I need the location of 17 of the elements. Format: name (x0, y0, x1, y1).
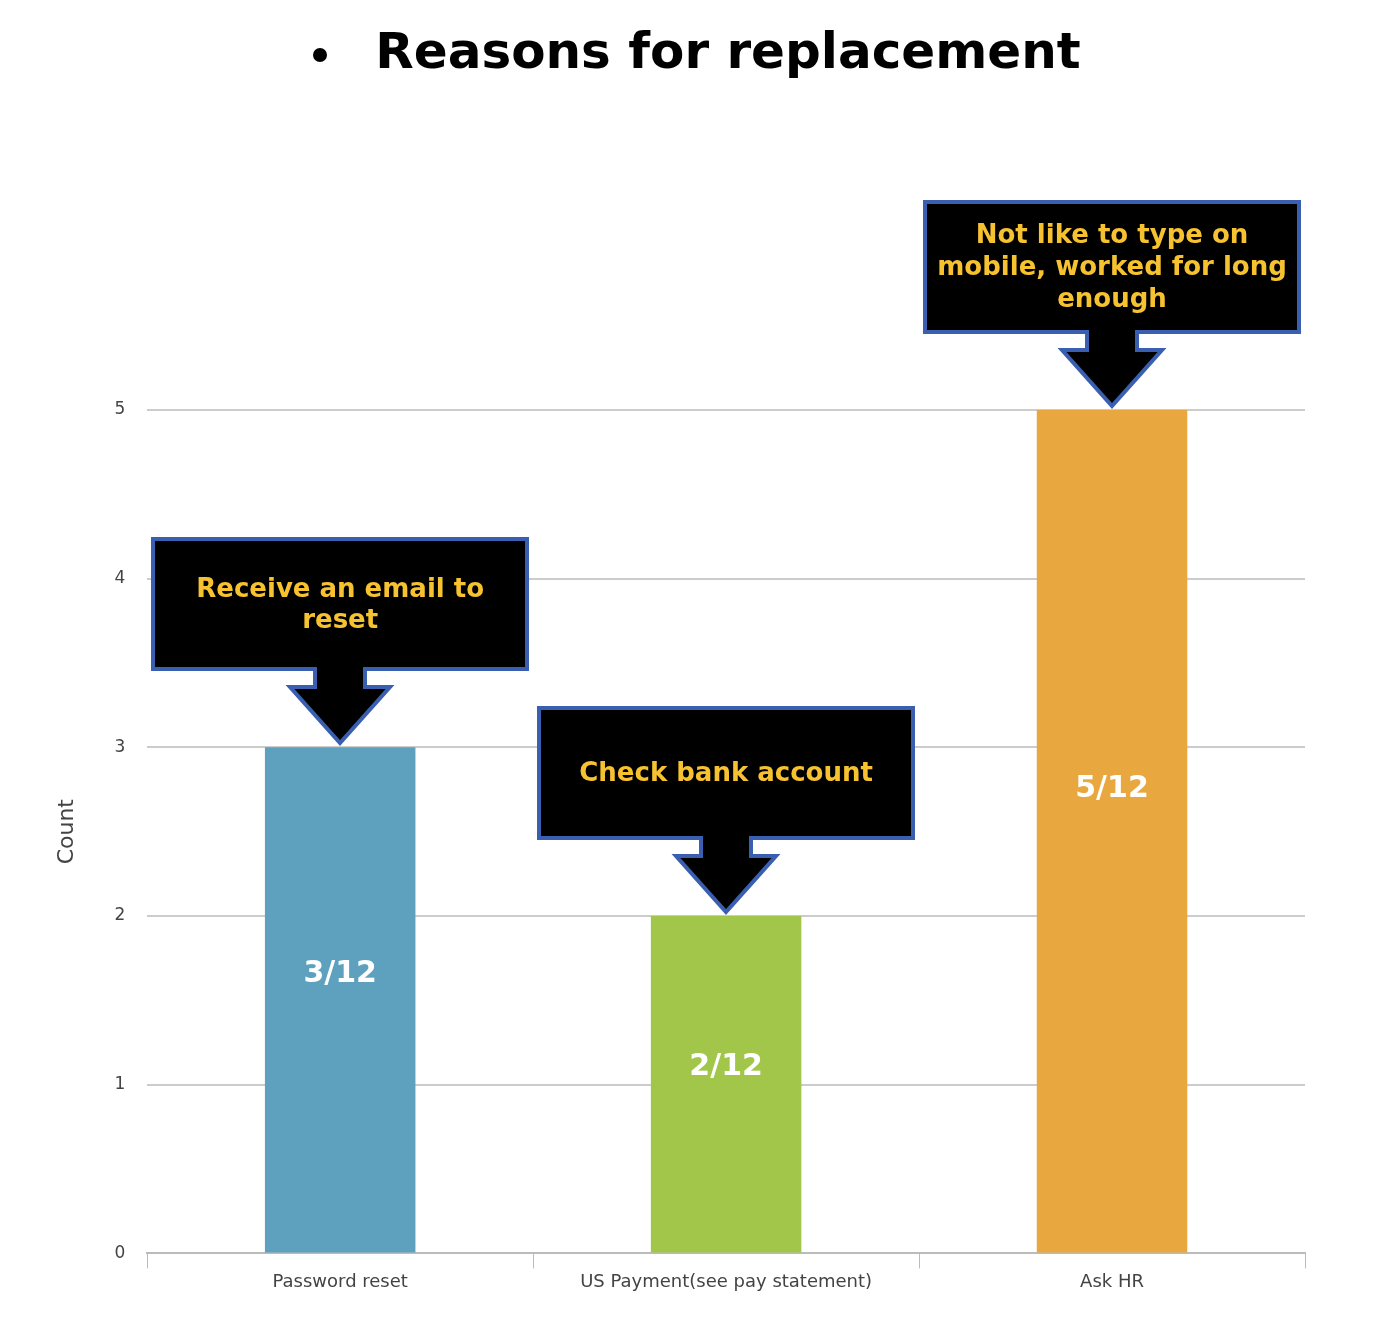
annotation: 5/12 (1075, 768, 1149, 804)
y-tick-label: 0 (114, 1241, 126, 1262)
y-axis-title: Count (52, 798, 78, 865)
annotation: Receive an email to reset (195, 571, 486, 637)
annotation: Check bank account (578, 756, 874, 790)
annotation: 3/12 (303, 954, 377, 990)
chart-title: Reasons for replacement (375, 22, 1081, 80)
x-tick-label: US Payment(see pay statement) (580, 1269, 873, 1291)
x-tick-label: Ask HR (1080, 1269, 1144, 1291)
y-tick-label: 4 (114, 567, 126, 588)
annotation: 2/12 (689, 1047, 763, 1083)
y-tick-label: 5 (114, 398, 126, 419)
x-tick-label: Password reset (272, 1269, 408, 1291)
y-tick-label: 1 (114, 1073, 126, 1094)
y-tick-label: 3 (114, 735, 126, 756)
text: Not like to type on mobile, worked for long enough (936, 218, 1288, 315)
y-tick-label: 2 (114, 904, 126, 925)
